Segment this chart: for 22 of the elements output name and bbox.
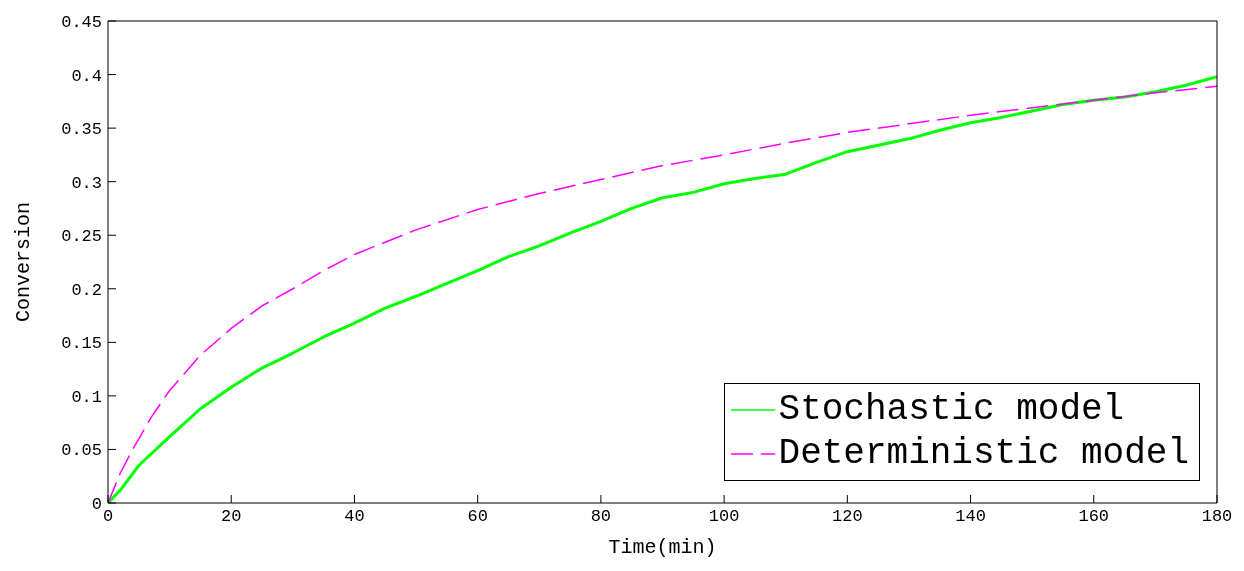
- y-tick-label: 0.4: [71, 66, 102, 86]
- y-tick-label: 0.15: [61, 334, 102, 354]
- x-axis-title: Time(min): [608, 536, 717, 559]
- y-tick-label: 0.2: [71, 280, 102, 300]
- y-tick-label: 0.05: [61, 441, 102, 461]
- y-axis-title: Conversion: [12, 201, 36, 323]
- legend-label: Stochastic model: [778, 388, 1125, 432]
- y-tick-label: 0.1: [71, 387, 102, 407]
- x-tick-label: 60: [467, 507, 488, 527]
- x-tick-label: 20: [221, 507, 242, 527]
- y-tick-label: 0.35: [61, 120, 102, 140]
- y-tick-label: 0.3: [71, 173, 102, 193]
- x-tick-label: 160: [1078, 507, 1110, 527]
- x-tick-label: 40: [344, 507, 365, 527]
- x-tick-label: 180: [1201, 507, 1233, 527]
- x-tick-label: 140: [955, 507, 986, 527]
- y-tick-label: 0.25: [61, 227, 102, 247]
- x-tick-label: 80: [590, 507, 612, 527]
- legend-label: Deterministic model: [778, 432, 1189, 476]
- x-tick-label: 120: [832, 507, 863, 527]
- x-tick-label: 100: [708, 507, 740, 527]
- y-tick-label: 0.45: [61, 13, 102, 33]
